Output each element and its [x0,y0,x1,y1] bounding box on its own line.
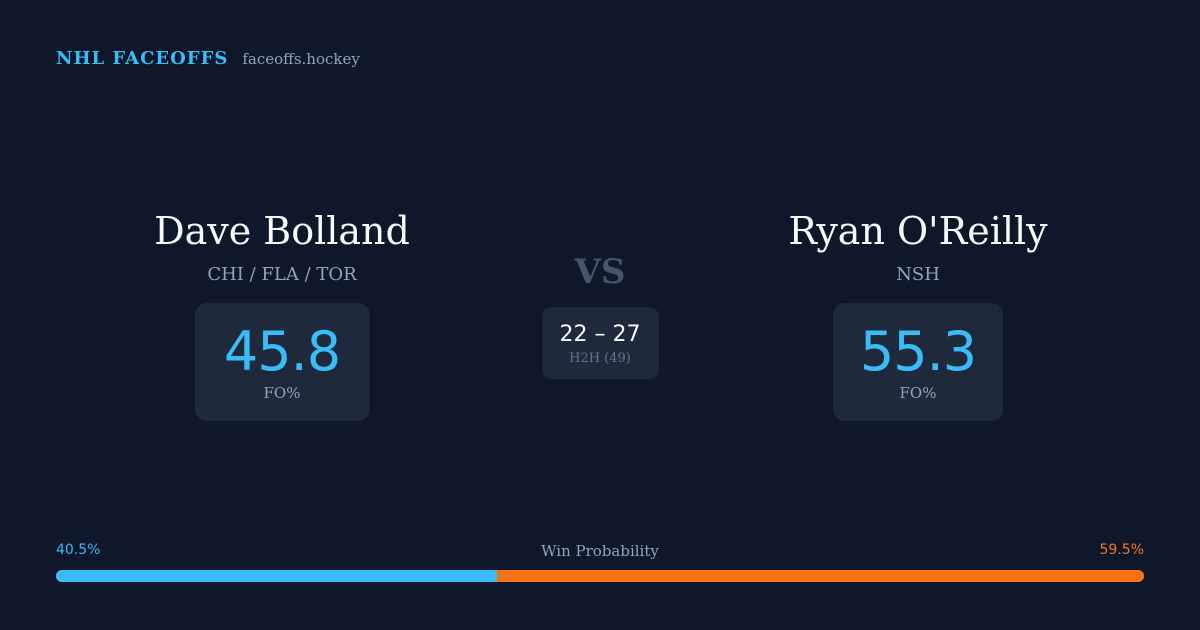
right-player-panel: Ryan O'Reilly NSH 55.3 FO% [708,205,1128,421]
right-faceoff-label: FO% [899,384,937,402]
win-probability-labels: 40.5% Win Probability 59.5% [56,542,1144,562]
head-to-head-card: 22 – 27 H2H (49) [541,307,659,379]
vs-label: VS [574,252,626,292]
brand-domain[interactable]: faceoffs.hockey [242,50,360,68]
left-win-probability: 40.5% [56,542,101,558]
left-player-teams: CHI / FLA / TOR [207,264,357,285]
left-faceoff-label: FO% [263,384,301,402]
right-faceoff-percentage: 55.3 [859,320,977,383]
brand-name[interactable]: NHL FACEOFFS [56,48,229,69]
head-to-head-score: 22 – 27 [559,321,641,347]
right-faceoff-card: 55.3 FO% [833,303,1003,421]
right-win-probability-fill [496,570,1144,582]
left-player-panel: Dave Bolland CHI / FLA / TOR 45.8 FO% [72,205,492,421]
right-player-name: Ryan O'Reilly [788,209,1048,253]
left-win-probability-fill [56,570,497,582]
left-faceoff-percentage: 45.8 [223,320,341,383]
win-probability-bar [56,570,1144,582]
win-probability-title: Win Probability [541,542,659,560]
brand-header: NHL FACEOFFS faceoffs.hockey [56,48,360,69]
left-player-name: Dave Bolland [154,209,410,253]
right-win-probability: 59.5% [1099,542,1144,558]
right-player-teams: NSH [896,264,940,285]
matchup-center: VS 22 – 27 H2H (49) [540,250,660,379]
head-to-head-label: H2H (49) [569,350,631,366]
left-faceoff-card: 45.8 FO% [194,303,370,421]
